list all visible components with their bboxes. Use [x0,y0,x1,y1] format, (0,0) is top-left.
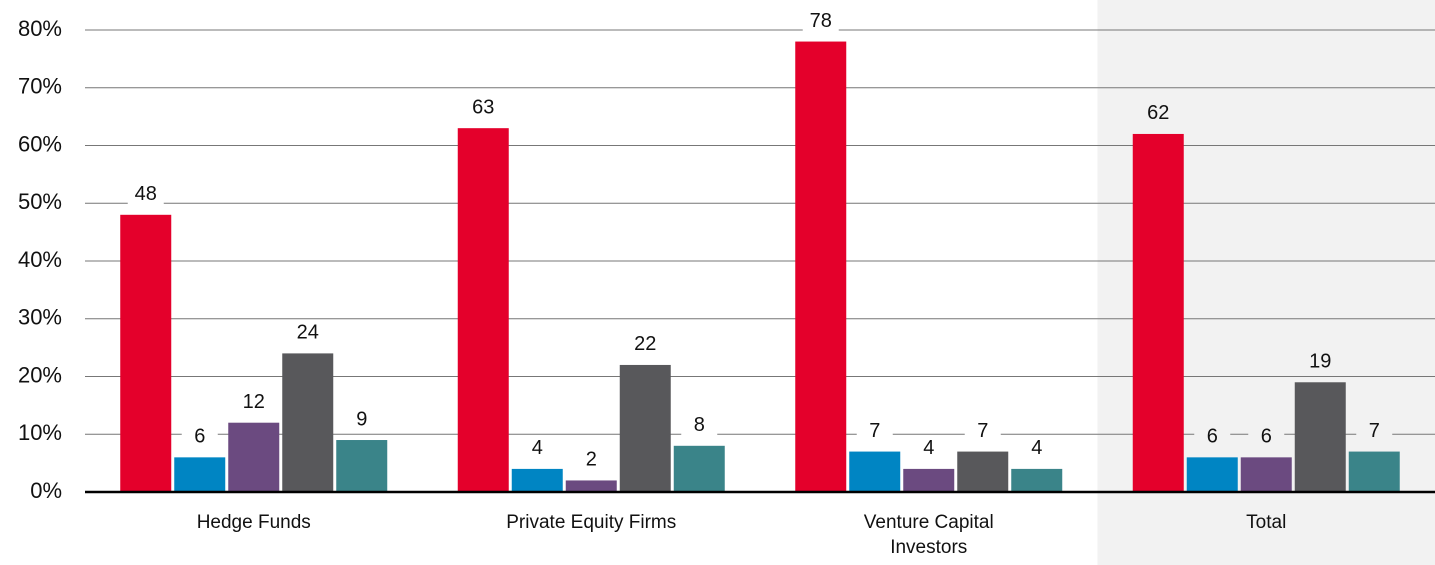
value-label-bg [289,321,326,346]
value-label-bg [127,182,164,207]
bar [336,440,388,492]
value-label: 7 [1369,420,1380,442]
y-tick-label: 70% [18,74,62,99]
value-label: 2 [586,449,597,471]
value-label: 62 [1147,102,1169,124]
bar [849,451,901,492]
value-label: 4 [532,437,543,459]
bar [228,422,280,492]
value-label: 7 [977,420,988,442]
value-label: 6 [194,426,205,448]
value-label: 6 [1207,426,1218,448]
y-tick-label: 10% [18,420,62,445]
value-label: 22 [634,333,656,355]
value-label: 19 [1309,351,1331,373]
value-label-bg [802,9,839,34]
x-tick-label: Total [1246,512,1287,533]
value-label: 7 [869,420,880,442]
y-tick-label: 30% [18,305,62,330]
value-label-bg [1356,419,1393,444]
value-label: 12 [243,391,265,413]
bar [120,214,172,493]
bar [1240,457,1292,492]
value-label-bg [910,436,947,461]
value-label-bg [181,425,218,450]
y-tick-label: 20% [18,362,62,387]
bar [1348,451,1400,492]
value-label-bg [465,96,502,121]
bar [1011,468,1063,492]
value-label-bg [235,390,272,415]
value-label: 24 [297,322,319,344]
value-label-bg [1018,436,1055,461]
x-tick-label: Private Equity Firms [506,512,677,533]
x-tick-label: Venture Capital Investors [863,512,994,558]
value-label: 48 [135,183,157,205]
bar [1186,457,1238,492]
value-label-bg [627,332,664,357]
bar [282,353,334,492]
y-tick-label: 80% [18,16,62,41]
x-tick-label: Hedge Funds [196,512,311,533]
bar [957,451,1009,492]
value-label: 78 [810,10,832,32]
y-tick-label: 60% [18,131,62,156]
bar [673,445,725,492]
value-label: 9 [356,408,367,430]
value-label-bg [964,419,1001,444]
value-label-bg [856,419,893,444]
value-label-bg [1140,101,1177,126]
value-label-bg [343,408,380,433]
bar [1294,382,1346,492]
value-label-bg [519,436,556,461]
value-label: 6 [1261,426,1272,448]
y-tick-label: 0% [30,478,62,503]
value-label: 63 [472,96,494,118]
value-label-bg [1248,425,1285,450]
bar [511,468,563,492]
value-label: 4 [923,437,934,459]
value-label-bg [1194,425,1231,450]
value-label-bg [1302,350,1339,375]
bar [903,468,955,492]
y-tick-label: 50% [18,189,62,214]
value-label-bg [681,413,718,438]
value-label-bg [573,448,610,473]
bar [795,41,847,493]
value-label: 4 [1031,437,1042,459]
bar [1132,133,1184,492]
bar [565,480,617,492]
value-label: 8 [694,414,705,436]
bar [457,128,509,493]
y-tick-label: 40% [18,247,62,272]
bar [174,457,226,492]
bar [619,364,671,492]
